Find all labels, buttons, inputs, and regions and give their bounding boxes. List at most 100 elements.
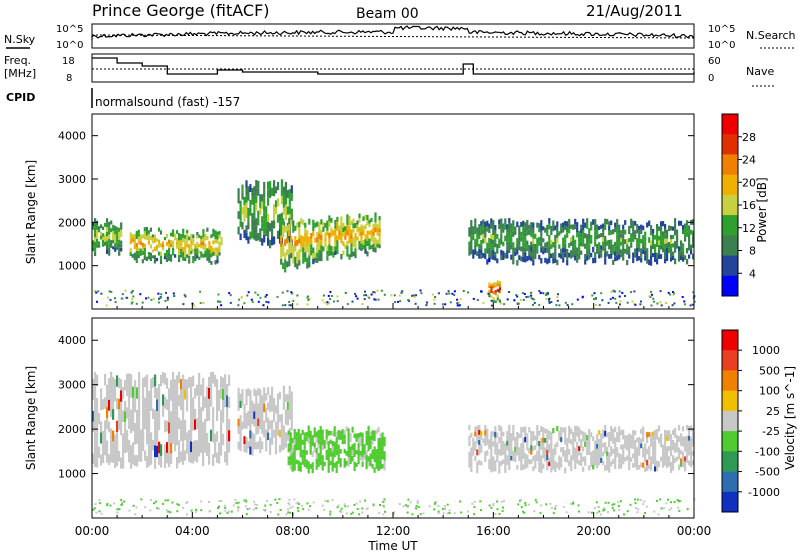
velocity-ground-cell [176,510,179,513]
velocity-cell [333,426,336,432]
velocity-cell [212,430,215,443]
velocity-cell [321,445,324,451]
power-ground-cell [330,295,333,297]
velocity-cell [257,426,260,434]
power-cell [310,233,313,239]
velocity-cell [373,451,376,457]
velocity-ground-cell [535,501,538,504]
power-cell [688,246,691,251]
velocity-cell [116,454,119,467]
velocity-cell [134,423,137,434]
power-cell [362,216,365,221]
velocity-cell [628,447,631,452]
velocity-cell [630,434,633,440]
power-cell [522,246,525,252]
power-cell [484,232,487,238]
power-cell [302,241,305,248]
power-cell [672,226,675,231]
velocity-cell [202,389,205,401]
velocity-cell [152,408,155,419]
power-cell [500,249,503,255]
velocity-cell [588,434,591,440]
velocity-cell [351,426,354,433]
velocity-cell [690,437,693,444]
velocity-cell [638,441,641,447]
velocity-cell [180,430,183,442]
velocity-cell [317,434,320,440]
power-ground-cell [354,292,357,295]
velocity-ground-cell [194,510,197,513]
power-cell [512,242,515,248]
power-ground-cell [288,304,291,307]
power-cell [188,255,191,260]
velocity-cell [251,400,254,409]
velocity-cell [228,397,231,409]
power-ground-cell [538,290,541,292]
velocity-cell [516,431,519,437]
power-cell [214,251,217,256]
velocity-cell [648,450,651,456]
power-ground-cell [433,302,436,305]
power-ground-cell [415,294,418,297]
power-cell [544,247,547,253]
power-cell [292,257,295,264]
velocity-ground-cell [94,503,97,505]
power-cell [192,259,195,264]
power-cell [346,251,349,257]
power-cell [376,231,379,236]
power-cell [263,234,266,243]
velocity-cell [590,461,593,467]
power-cell [618,224,621,230]
power-ground-cell [433,298,436,301]
velocity-cell [638,465,641,470]
power-cell [468,227,471,232]
power-ground-cell [441,303,444,306]
velocity-cell [512,435,515,441]
velocity-cell [522,448,525,454]
velocity-cell [526,446,529,451]
power-cell [374,237,377,243]
power-cell [131,254,134,258]
velocity-cell [319,460,322,465]
velocity-ground-cell [264,509,267,512]
velocity-cell [142,409,145,420]
power-cell [237,211,240,219]
power-cell [239,233,242,241]
velocity-cell [504,448,507,454]
power-cell [638,225,641,231]
velocity-cell [325,454,328,460]
velocity-cell [654,429,657,436]
velocity-cell [112,387,115,399]
velocity-cell [110,383,113,395]
velocity-cell [576,442,579,448]
velocity-cell [114,456,117,468]
velocity-ground-cell [200,500,203,503]
power-cell [674,241,677,247]
velocity-cell [363,454,366,460]
power-cell [308,218,311,225]
velocity-cell [321,455,324,461]
power-cell [552,258,555,264]
power-cell [686,220,689,226]
power-cell [334,246,337,251]
velocity-cell [182,397,185,409]
velocity-cell [353,433,356,439]
velocity-cell [634,444,637,449]
power-ground-cell [152,297,155,300]
velocity-cell [245,389,248,398]
velocity-cell [564,433,567,439]
power-cell [239,213,242,221]
velocity-cell [100,432,103,444]
velocity-ground-cell [366,507,369,510]
velocity-ground-cell [453,512,456,515]
velocity-cell [628,465,631,470]
velocity-cell [122,445,125,457]
velocity-cell [216,431,219,442]
power-cell [336,226,339,231]
power-ground-cell [124,289,127,292]
power-cell [664,233,667,239]
velocity-cell [383,441,386,447]
power-cell [502,241,505,247]
power-cell [296,239,299,246]
velocity-ground-cell [607,511,609,514]
